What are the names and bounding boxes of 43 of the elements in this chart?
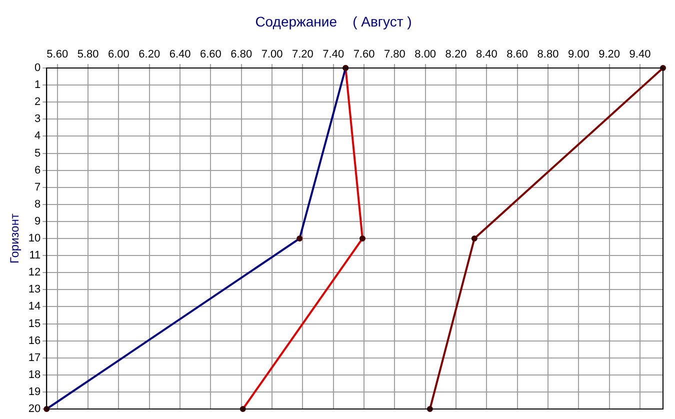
- x-tick-label: 9.20: [598, 48, 620, 60]
- x-tick-label: 8.00: [414, 48, 436, 60]
- x-tick-label: 8.20: [445, 48, 467, 60]
- y-axis-title: Горизонт: [8, 213, 22, 264]
- x-tick-label: 6.20: [138, 48, 160, 60]
- y-tick-label: 14: [28, 300, 41, 313]
- y-tick-label: 3: [34, 113, 41, 126]
- y-tick-label: 9: [34, 215, 41, 228]
- y-tick-label: 11: [29, 250, 41, 262]
- y-tick-label: 20: [28, 403, 41, 416]
- x-tick-label: 5.80: [77, 48, 99, 60]
- x-tick-label: 7.40: [322, 48, 344, 60]
- y-tick-label: 18: [28, 368, 41, 381]
- y-tick-label: 17: [28, 352, 41, 364]
- x-tick-label: 8.60: [506, 48, 528, 60]
- x-tick-label: 6.00: [108, 48, 130, 60]
- y-tick-label: 1: [34, 79, 41, 92]
- x-tick-label: 9.40: [629, 48, 651, 60]
- y-tick-label: 12: [28, 266, 41, 279]
- y-tick-label: 15: [28, 318, 41, 330]
- y-tick-label: 4: [34, 130, 41, 142]
- x-tick-label: 6.60: [200, 48, 222, 60]
- y-tick-label: 10: [28, 232, 41, 245]
- x-tick-label: 7.80: [384, 48, 406, 60]
- x-tick-label: 8.80: [537, 48, 559, 60]
- y-tick-label: 7: [34, 181, 41, 194]
- y-tick-label: 2: [34, 96, 41, 108]
- x-tick-label: 6.40: [169, 48, 191, 60]
- x-tick-label: 6.80: [230, 48, 252, 60]
- x-tick-label: 7.00: [261, 48, 283, 60]
- y-tick-label: 6: [34, 164, 41, 176]
- chart-title: Содержание ( Август ): [255, 13, 412, 30]
- y-tick-label: 19: [28, 386, 41, 398]
- y-tick-label: 16: [28, 334, 41, 347]
- y-tick-label: 13: [28, 284, 41, 296]
- x-tick-label: 9.00: [568, 48, 590, 60]
- y-tick-label: 5: [34, 147, 41, 160]
- x-tick-label: 5.60: [46, 48, 68, 60]
- x-tick-label: 7.60: [353, 48, 375, 60]
- x-tick-label: 7.20: [292, 48, 314, 60]
- y-tick-label: 8: [34, 198, 41, 210]
- x-tick-label: 8.40: [476, 48, 498, 60]
- y-tick-label: 0: [34, 62, 41, 74]
